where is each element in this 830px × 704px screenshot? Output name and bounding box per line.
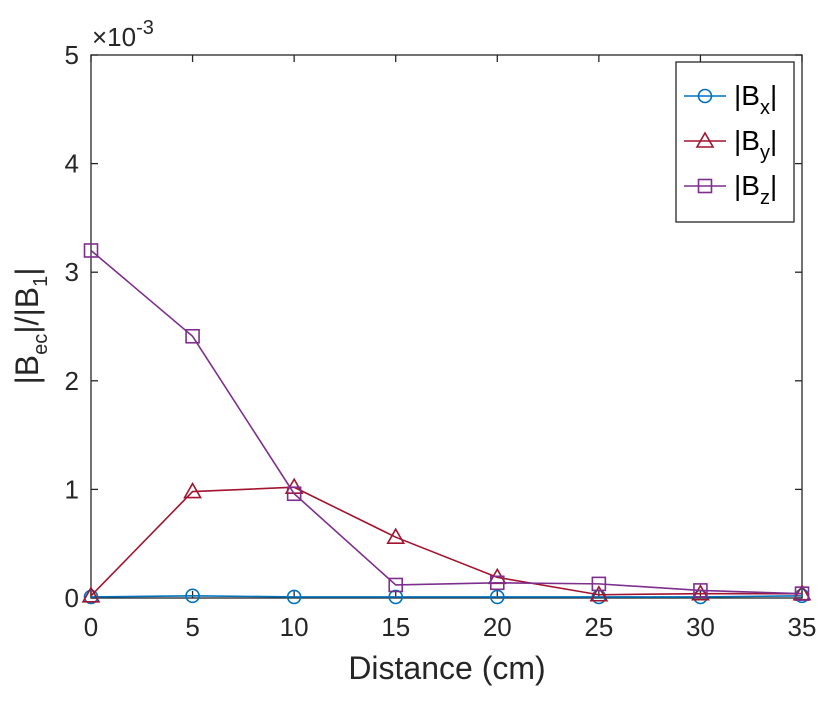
data-point-bz — [591, 576, 607, 592]
data-point-bz — [388, 577, 404, 593]
data-point-bx — [286, 589, 302, 605]
legend: |Bx| |By| |Bz| — [675, 61, 795, 223]
x-tick-label: 10 — [280, 612, 309, 642]
legend-entry-by: |By| — [684, 125, 777, 164]
legend-label-bx: |Bx| — [734, 80, 777, 119]
data-point-by — [691, 584, 710, 601]
legend-entry-bx: |Bx| — [684, 80, 777, 119]
y-multiplier: ×10-3 — [92, 17, 154, 52]
data-point-bz — [286, 486, 302, 502]
x-tick-label: 30 — [686, 612, 715, 642]
legend-box — [675, 61, 795, 223]
data-point-by — [386, 527, 406, 544]
y-tick-label: 0 — [65, 583, 79, 613]
y-tick-label: 5 — [65, 40, 79, 70]
x-tick-label: 15 — [381, 612, 410, 642]
data-point-bx — [83, 589, 99, 605]
x-tick-label: 25 — [584, 612, 613, 642]
data-point-bz — [693, 583, 708, 598]
legend-label-by: |By| — [734, 125, 777, 164]
y-tick-label: 3 — [65, 257, 79, 287]
data-point-bx — [388, 589, 404, 605]
data-point-by — [589, 585, 609, 602]
x-axis-title: Distance (cm) — [348, 650, 545, 686]
x-tick-label: 35 — [788, 612, 817, 642]
y-multiplier-exponent: -3 — [136, 17, 154, 39]
legend-entry-bz: |Bz| — [684, 170, 777, 209]
data-point-bz — [185, 328, 200, 344]
series-line-bx — [90, 595, 803, 598]
x-tick-label: 5 — [185, 612, 199, 642]
y-tick-label: 2 — [65, 366, 79, 396]
series-bz — [83, 243, 810, 601]
data-point-bx — [185, 588, 200, 604]
legend-marker-by — [695, 131, 715, 148]
y-tick-label: 1 — [65, 474, 79, 504]
series-layer — [81, 243, 812, 605]
legend-label-bz: |Bz| — [734, 170, 777, 209]
data-point-bz — [794, 586, 810, 601]
legend-marker-bz — [697, 178, 713, 194]
data-point-bz — [83, 243, 99, 258]
y-axis-title: |Bec|/|B1| — [9, 267, 52, 384]
y-tick-label: 4 — [65, 149, 79, 179]
legend-marker-bx — [697, 88, 713, 104]
data-point-by — [183, 481, 202, 499]
tick-labels: 0 5 10 15 20 25 30 35 0 1 2 3 4 5 — [65, 40, 817, 642]
series-line-bz — [90, 249, 803, 595]
data-point-by — [81, 586, 101, 603]
series-line-by — [90, 486, 802, 597]
x-tick-label: 20 — [483, 612, 512, 642]
x-tick-label: 0 — [84, 612, 98, 642]
data-point-bx — [489, 589, 505, 605]
data-point-bz — [489, 575, 505, 591]
